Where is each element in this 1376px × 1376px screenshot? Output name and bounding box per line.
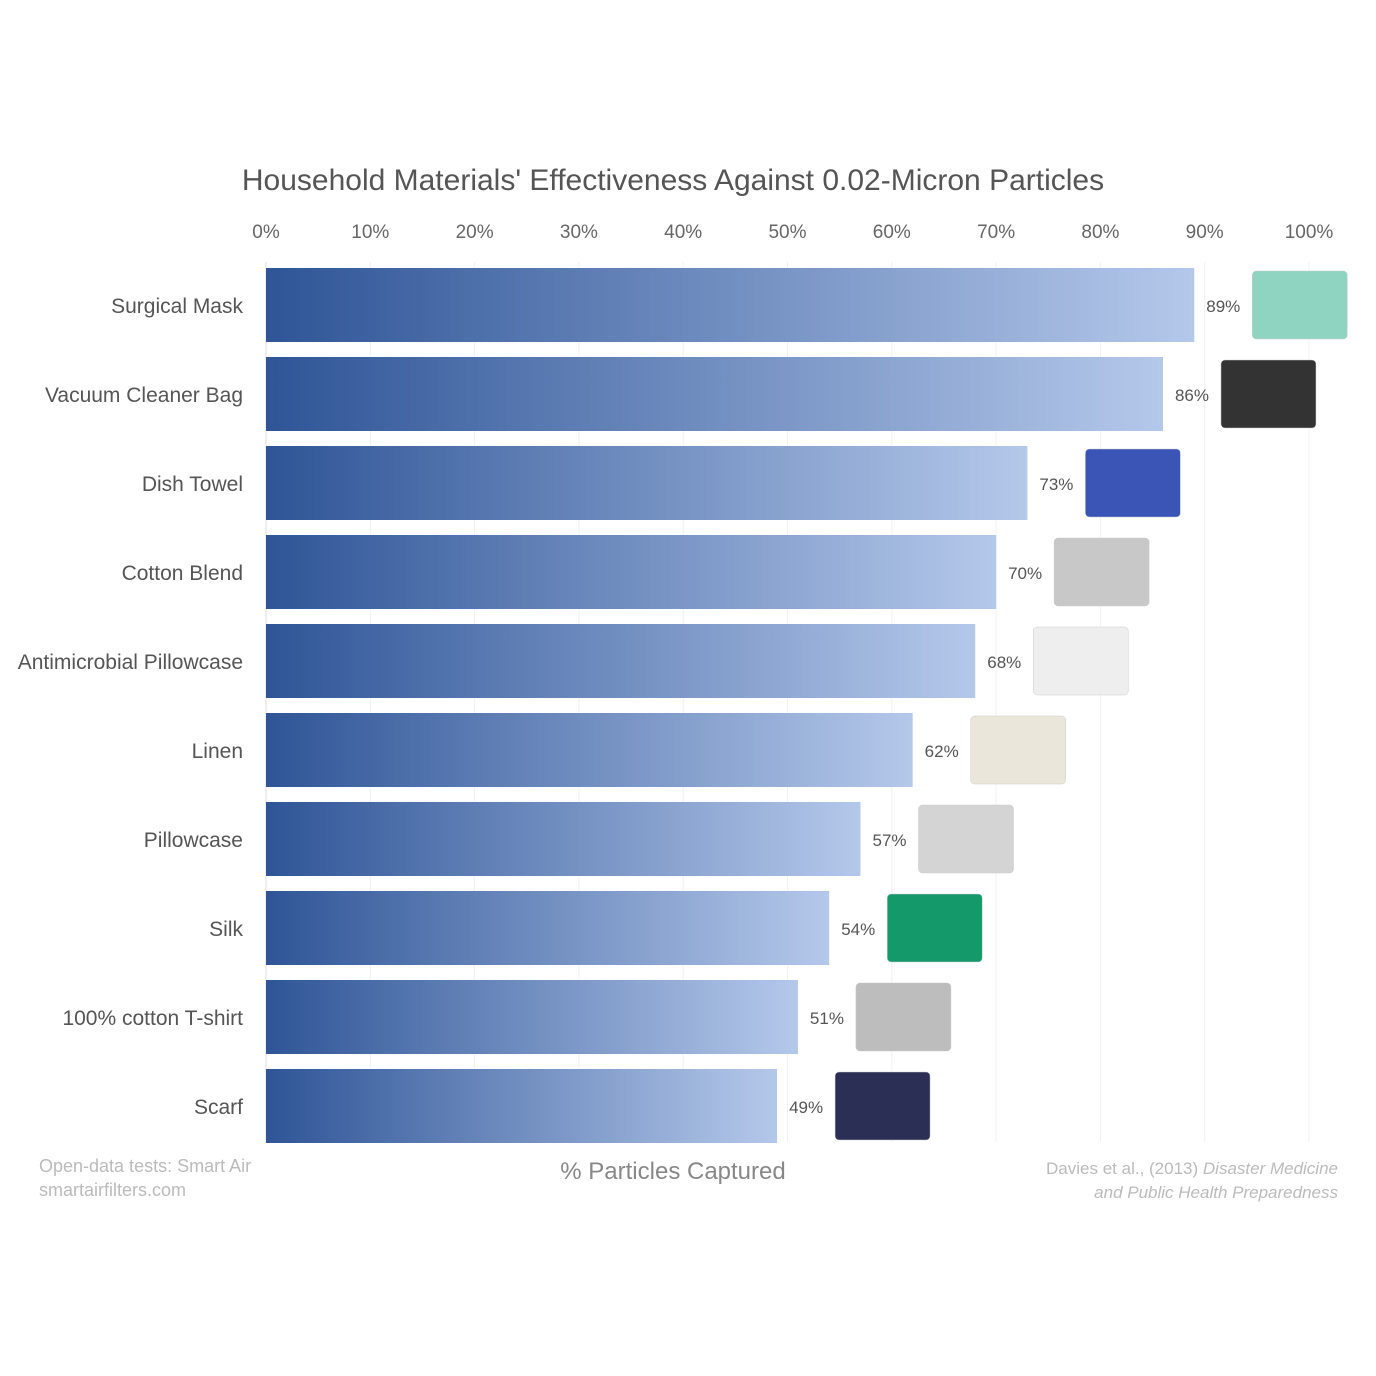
x-tick-label: 80% (1081, 222, 1119, 243)
cotton-blend-shirt-image (1053, 537, 1150, 607)
category-label: Linen (192, 740, 243, 763)
x-tick-label: 70% (977, 222, 1015, 243)
x-tick-label: 100% (1285, 222, 1334, 243)
data-label: 68% (987, 653, 1021, 672)
x-tick-label: 30% (560, 222, 598, 243)
citation-authors: Davies et al., (2013) (1046, 1159, 1203, 1178)
bar (266, 624, 976, 698)
vacuum-bag-image (1220, 359, 1317, 429)
bar (266, 268, 1195, 342)
citation-journal-2: and Public Health Preparedness (1094, 1183, 1338, 1202)
data-label: 89% (1206, 297, 1240, 316)
bar (266, 535, 997, 609)
chart-title: Household Materials' Effectiveness Again… (241, 164, 1105, 197)
category-label: Surgical Mask (111, 295, 243, 318)
pillow-image (918, 804, 1014, 874)
category-label: Pillowcase (144, 829, 243, 852)
source-line-2: smartairfilters.com (39, 1180, 187, 1200)
category-label: Silk (209, 918, 243, 941)
data-label: 70% (1008, 564, 1042, 583)
surgical-mask-image (1252, 270, 1348, 340)
t-shirt-image (855, 982, 952, 1052)
bar (266, 1069, 778, 1143)
linen-fabric-image (970, 715, 1066, 785)
x-tick-label: 10% (351, 222, 389, 243)
data-label: 86% (1175, 386, 1209, 405)
x-tick-label: 40% (664, 222, 702, 243)
data-label: 54% (841, 920, 875, 939)
x-tick-label: 20% (456, 222, 494, 243)
data-label: 51% (810, 1009, 844, 1028)
x-axis-label: % Particles Captured (560, 1158, 786, 1185)
category-label: Vacuum Cleaner Bag (45, 384, 243, 407)
plaid-scarf-image (834, 1071, 931, 1141)
bar (266, 357, 1163, 431)
category-label: Scarf (194, 1096, 243, 1119)
x-tick-label: 60% (873, 222, 911, 243)
category-label: Antimicrobial Pillowcase (18, 651, 243, 674)
category-label: Dish Towel (142, 473, 243, 496)
x-tick-label: 90% (1186, 222, 1224, 243)
x-tick-label: 50% (768, 222, 806, 243)
dish-towel-image (1085, 448, 1181, 518)
source-line-1: Open-data tests: Smart Air (39, 1156, 252, 1176)
data-label: 62% (925, 742, 959, 761)
green-silk-image (886, 893, 983, 963)
bar (266, 980, 798, 1054)
x-tick-label: 0% (252, 222, 280, 243)
bar (266, 446, 1028, 520)
citation: Davies et al., (2013) Disaster Medicine … (1046, 1157, 1338, 1205)
bar (266, 891, 830, 965)
pillow-image (1032, 626, 1129, 696)
category-label: 100% cotton T-shirt (62, 1007, 243, 1030)
bar (266, 802, 861, 876)
category-label: Cotton Blend (122, 562, 243, 585)
data-label: 57% (873, 831, 907, 850)
bar (266, 713, 913, 787)
data-label: 49% (789, 1098, 823, 1117)
citation-journal-1: Disaster Medicine (1202, 1159, 1338, 1178)
data-label: 73% (1039, 475, 1073, 494)
source-note: Open-data tests: Smart Air smartairfilte… (39, 1154, 251, 1202)
